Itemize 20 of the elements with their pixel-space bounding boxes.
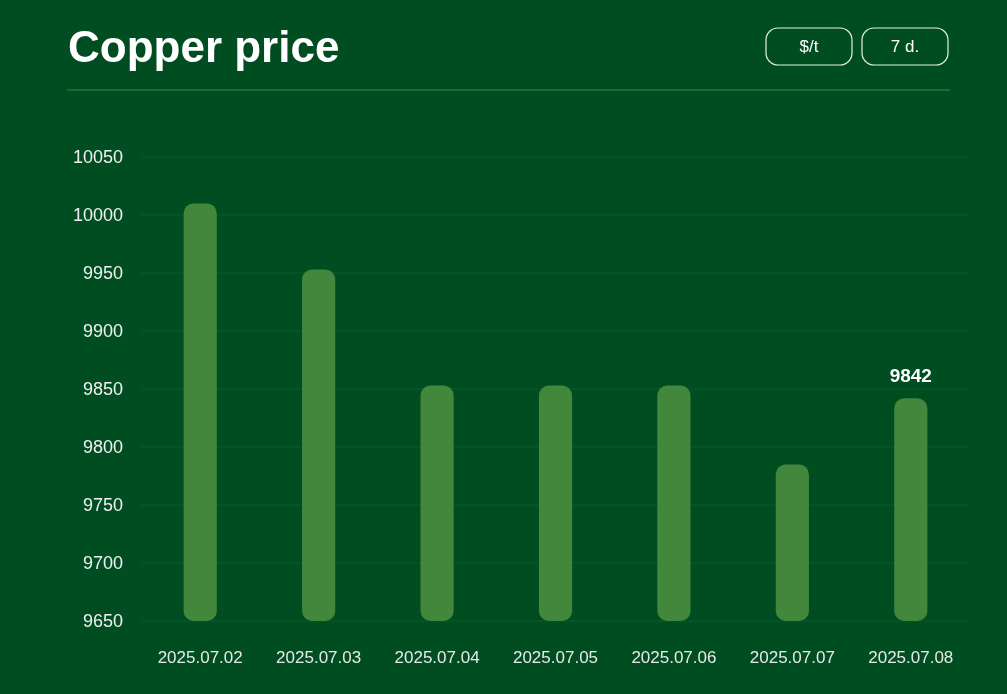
x-tick-label: 2025.07.07 xyxy=(749,648,835,667)
y-tick-label: 9750 xyxy=(82,495,123,515)
chart-title: Copper price xyxy=(68,22,340,71)
x-tick-label: 2025.07.08 xyxy=(868,648,954,667)
y-tick-label: 9900 xyxy=(82,321,123,341)
y-tick-label: 9950 xyxy=(82,263,123,283)
data-label: 9842 xyxy=(889,365,932,387)
x-tick-label: 2025.07.06 xyxy=(631,648,717,667)
x-tick-label: 2025.07.03 xyxy=(276,648,362,667)
y-tick-label: 9800 xyxy=(82,437,123,457)
text: 7 d. xyxy=(890,37,920,56)
text: $/t xyxy=(799,37,819,56)
y-tick-label: 10050 xyxy=(72,147,123,167)
x-tick-label: 2025.07.02 xyxy=(157,648,243,667)
y-tick-label: 9650 xyxy=(82,611,123,631)
y-tick-label: 9700 xyxy=(82,553,123,573)
x-tick-label: 2025.07.05 xyxy=(512,648,599,667)
x-tick-label: 2025.07.04 xyxy=(394,648,480,667)
y-tick-label: 9850 xyxy=(82,379,123,399)
y-tick-label: 10000 xyxy=(72,205,123,225)
